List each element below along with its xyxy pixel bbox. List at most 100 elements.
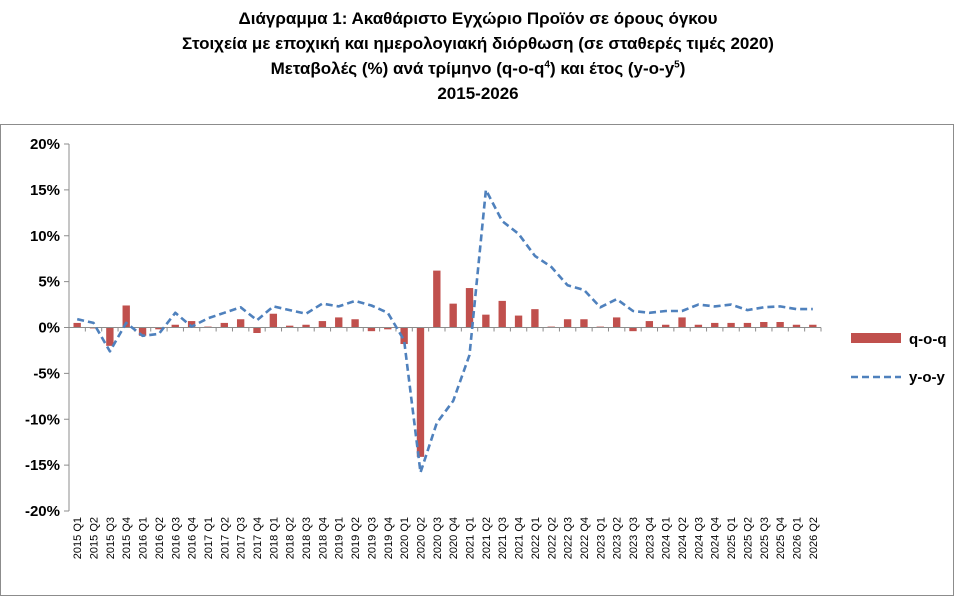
x-tick-label: 2021 Q2: [481, 517, 493, 559]
x-tick-label: 2025 Q4: [775, 517, 787, 559]
x-tick-label: 2020 Q4: [448, 517, 460, 559]
qoq-bar: [253, 327, 261, 334]
title-close-paren: ): [679, 59, 686, 78]
y-tick-label: -15%: [25, 457, 60, 474]
chart-title-line-2: Στοιχεία με εποχική και ημερολογιακή διό…: [182, 34, 774, 53]
qoq-bar: [465, 288, 474, 328]
legend-label-yoy: y-o-y: [909, 369, 945, 386]
x-tick-label: 2018 Q4: [317, 517, 329, 559]
x-tick-label: 2016 Q2: [154, 517, 166, 559]
x-tick-label: 2020 Q3: [432, 517, 444, 559]
x-tick-label: 2024 Q4: [710, 517, 722, 559]
x-tick-label: 2022 Q2: [546, 517, 558, 559]
x-tick-label: 2018 Q1: [268, 517, 280, 559]
footnote-4: 4: [544, 59, 550, 71]
qoq-bar: [400, 327, 408, 345]
x-tick-label: 2024 Q1: [661, 517, 673, 559]
qoq-bar: [367, 327, 376, 332]
y-tick-label: -20%: [25, 503, 60, 520]
qoq-bar: [138, 327, 147, 336]
y-tick-label: -10%: [25, 411, 60, 428]
x-tick-label: 2025 Q3: [759, 517, 771, 559]
qoq-bar: [792, 324, 801, 328]
y-tick-label: 5%: [38, 274, 60, 291]
chart-svg: -20% -15% -10% -5% 0% 5% 10% 15% 20% 2015 Q1 2015 …: [25, 136, 947, 559]
title-yoy-text: ) και έτος (y-o-y: [549, 59, 675, 78]
qoq-bar: [645, 321, 654, 328]
qoq-bar: [760, 321, 768, 328]
x-tick-label: 2025 Q1: [726, 517, 738, 559]
qoq-bar: [335, 317, 343, 328]
x-tick-label: 2023 Q2: [612, 517, 624, 559]
x-tick-label: 2019 Q3: [366, 517, 378, 559]
qoq-bar: [482, 314, 490, 328]
qoq-bar: [73, 322, 81, 328]
x-tick-label: 2025 Q2: [742, 517, 754, 559]
x-tick-label: 2024 Q3: [693, 517, 705, 559]
y-tick-label: 0%: [38, 320, 60, 337]
qoq-bar: [384, 327, 392, 330]
qoq-bar: [449, 303, 457, 328]
qoq-bar: [286, 325, 294, 328]
x-tick-label: 2023 Q3: [628, 517, 640, 559]
chart-title-line-4: 2015-2026: [437, 84, 519, 103]
qoq-bar: [433, 270, 441, 328]
chart-area: -20% -15% -10% -5% 0% 5% 10% 15% 20% 2015 Q1 2015 …: [0, 124, 954, 596]
qoq-bar: [318, 321, 327, 328]
x-tick-label: 2017 Q1: [203, 517, 215, 559]
x-tick-label: 2019 Q2: [350, 517, 362, 559]
x-tick-label: 2017 Q2: [219, 517, 231, 559]
x-tick-label: 2020 Q2: [415, 517, 427, 559]
x-tick-label: 2019 Q4: [383, 517, 395, 559]
x-tick-label: 2022 Q3: [563, 517, 575, 559]
qoq-bar: [531, 309, 539, 328]
x-tick-label: 2018 Q2: [285, 517, 297, 559]
qoq-bar: [580, 319, 588, 328]
x-tick-label: 2018 Q3: [301, 517, 313, 559]
chart-title-line-1: Διάγραμμα 1: Ακαθάριστο Εγχώριο Προϊόν σ…: [238, 9, 718, 28]
x-tick-label: 2022 Q4: [579, 517, 591, 559]
qoq-bar: [236, 319, 245, 328]
y-tick-label: 20%: [30, 136, 60, 153]
qoq-bar: [302, 324, 310, 328]
qoq-bar: [662, 324, 670, 328]
qoq-bar: [187, 321, 196, 328]
qoq-bar: [514, 315, 523, 328]
qoq-bar: [727, 322, 735, 328]
chart-title-block: Διάγραμμα 1: Ακαθάριστο Εγχώριο Προϊόν σ…: [0, 6, 956, 106]
x-tick-label: 2026 Q1: [791, 517, 803, 559]
x-tick-label: 2026 Q2: [808, 517, 820, 559]
x-tick-label: 2017 Q3: [236, 517, 248, 559]
title-qoq-text: Μεταβολές (%) ανά τρίμηνο (q-o-q: [270, 59, 545, 78]
qoq-bar: [563, 319, 572, 328]
x-tick-label: 2015 Q4: [121, 517, 133, 559]
footnote-5: 5: [674, 59, 680, 71]
qoq-bar: [269, 313, 278, 328]
legend-label-qoq: q-o-q: [909, 331, 946, 348]
x-tick-label: 2015 Q2: [89, 517, 101, 559]
x-tick-label: 2022 Q1: [530, 517, 542, 559]
x-tick-label: 2023 Q1: [595, 517, 607, 559]
x-tick-label: 2016 Q4: [187, 517, 199, 559]
x-tick-label: 2019 Q1: [334, 517, 346, 559]
x-tick-label: 2023 Q4: [644, 517, 656, 559]
x-tick-label: 2021 Q4: [514, 517, 526, 559]
qoq-bar: [629, 327, 637, 332]
qoq-bar: [678, 317, 686, 328]
x-tick-label: 2021 Q3: [497, 517, 509, 559]
qoq-bar: [743, 322, 752, 328]
qoq-bar: [220, 322, 228, 328]
x-tick-label: 2021 Q1: [465, 517, 477, 559]
qoq-bar: [776, 321, 784, 328]
x-tick-label: 2017 Q4: [252, 517, 264, 559]
qoq-bar: [809, 324, 817, 328]
qoq-bar: [122, 305, 130, 328]
x-tick-label: 2015 Q1: [72, 517, 84, 559]
y-tick-label: -5%: [33, 365, 60, 382]
y-tick-label: 15%: [30, 182, 60, 199]
x-tick-label: 2016 Q3: [170, 517, 182, 559]
chart-title-line-3: Μεταβολές (%) ανά τρίμηνο (q-o-q4) και έ…: [0, 56, 956, 81]
yoy-series-line: [76, 188, 813, 474]
legend-swatch-qoq: [851, 333, 901, 343]
x-tick-label: 2020 Q1: [399, 517, 411, 559]
